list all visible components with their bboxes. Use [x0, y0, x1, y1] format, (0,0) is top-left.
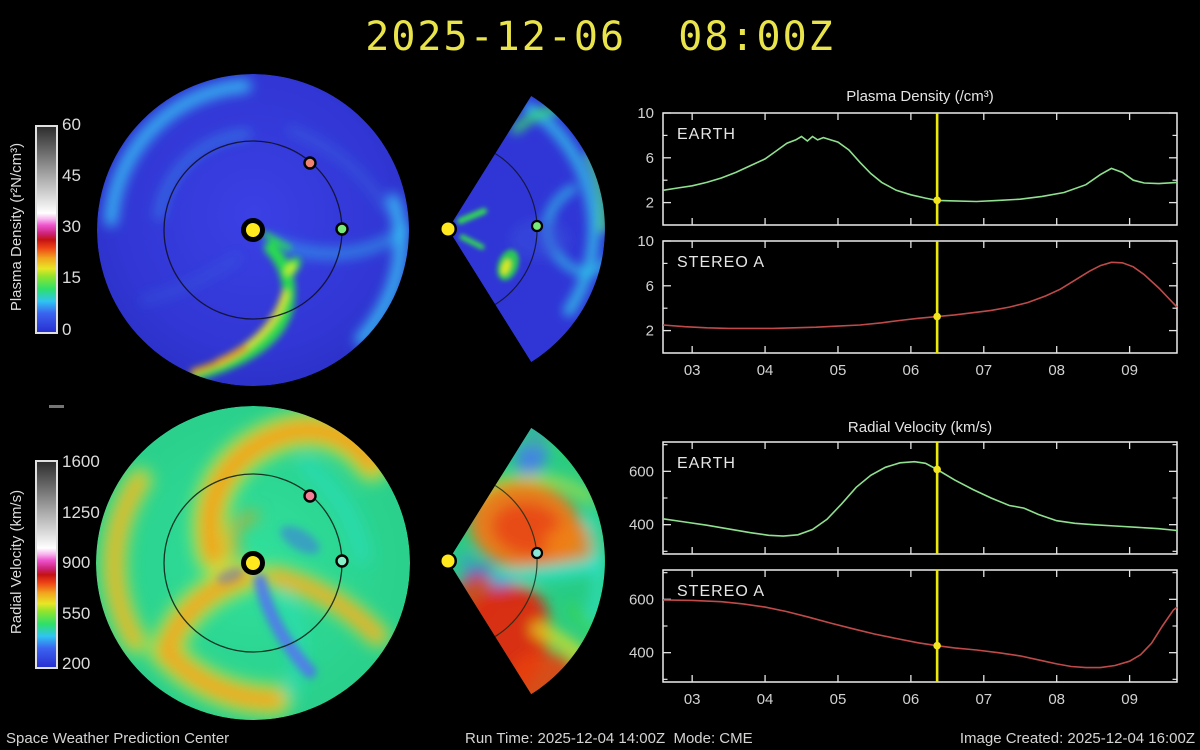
chart-canvas-density-earth: 2 6 10 EARTH [637, 105, 1178, 226]
plot-frame [662, 441, 1178, 555]
series-label: STEREO A [677, 254, 765, 271]
y-tick-label: 400 [629, 517, 654, 534]
series-label: EARTH [677, 126, 736, 143]
series-line [662, 261, 1178, 330]
x-tick-label: 09 [1121, 691, 1138, 704]
current-value-dot [933, 465, 941, 474]
sun-marker [441, 554, 455, 568]
x-tick-label: 05 [830, 691, 847, 704]
velocity-charts-title: Radial Velocity (km/s) [847, 419, 993, 436]
plot-frame [662, 240, 1178, 354]
density-charts-title: Plasma Density (/cm³) [846, 88, 994, 105]
y-tick-label: 600 [629, 591, 654, 608]
x-tick-label: 09 [1121, 362, 1138, 375]
earth-marker [530, 546, 544, 560]
chart-density-stereo-a: 2 6 10 STEREO A 03 04 05 06 07 08 09 [620, 233, 1180, 379]
density-colorbar-tick: 45 [62, 166, 81, 185]
current-value-dot [933, 641, 941, 650]
velocity-colorbar-tick: 1600 [62, 452, 100, 471]
x-tick-label: 08 [1048, 691, 1065, 704]
density-colorbar-tick: 30 [62, 217, 81, 236]
stereo-a-marker [303, 489, 317, 503]
y-tick-label: 400 [629, 645, 654, 662]
x-tick-label: 07 [975, 362, 992, 375]
velocity-colorbar-tick: 900 [62, 553, 91, 572]
earth-marker [335, 554, 349, 568]
velocity-colorbar-tick: 550 [62, 604, 91, 623]
series-label: STEREO A [677, 583, 765, 600]
density-heliosphere-map [97, 74, 409, 386]
x-tick-label: 03 [684, 362, 701, 375]
slow-wind-blue-streaks [216, 526, 320, 678]
timestamp-title: 2025-12-06 08:00Z [365, 14, 835, 60]
chart-density-earth: 2 6 10 EARTH [620, 105, 1180, 247]
x-tick-label: 04 [757, 362, 774, 375]
x-tick-label: 06 [903, 362, 920, 375]
chart-canvas-density-stereo-a: 2 6 10 STEREO A 03 04 05 06 07 08 09 [637, 233, 1178, 379]
series-line [662, 135, 1178, 203]
cme-streak [190, 231, 301, 381]
sun-marker [246, 223, 260, 237]
x-tick-label: 07 [975, 691, 992, 704]
x-tick-label: 08 [1048, 362, 1065, 375]
earth-orbit-arc [494, 484, 538, 638]
footer-image-created: Image Created: 2025-12-04 16:00Z [959, 730, 1195, 747]
density-colorbar-label: Plasma Density (r²N/cm³) [8, 142, 25, 312]
plot-frame [662, 112, 1178, 226]
density-colorbar-gradient [35, 125, 58, 334]
velocity-colorbar-tick: 1250 [62, 503, 100, 522]
y-tick-label: 2 [646, 323, 654, 340]
series-line [662, 599, 1178, 669]
stereo-a-marker [303, 156, 317, 170]
y-tick-label: 600 [629, 463, 654, 480]
stray-dash [49, 405, 64, 408]
y-tick-label: 10 [637, 233, 654, 250]
earth-marker [335, 222, 349, 236]
sun-marker [246, 556, 260, 570]
wedge-cme-jets [457, 208, 519, 281]
series-line [662, 460, 1178, 537]
earth-marker [530, 219, 544, 233]
velocity-heliosphere-map [96, 406, 410, 720]
velocity-meridional-wedge [439, 427, 605, 695]
solar-wind-spirals [104, 79, 409, 346]
sun-marker [441, 222, 455, 236]
fast-wind-spiral-arms [102, 412, 389, 715]
density-meridional-wedge [439, 95, 605, 363]
current-value-dot [933, 312, 941, 321]
chart-canvas-velocity-stereo-a: 400 600 STEREO A 03 04 05 06 07 08 09 [629, 569, 1178, 708]
x-tick-label: 04 [757, 691, 774, 704]
density-colorbar-tick: 15 [62, 268, 81, 287]
x-tick-label: 03 [684, 691, 701, 704]
chart-velocity-stereo-a: 400 600 STEREO A 03 04 05 06 07 08 09 [620, 562, 1180, 708]
chart-velocity-earth: 400 600 EARTH [620, 434, 1180, 576]
current-value-dot [933, 196, 941, 205]
velocity-colorbar-label: Radial Velocity (km/s) [8, 489, 25, 635]
density-colorbar-tick: 60 [62, 115, 81, 134]
velocity-colorbar-gradient [35, 460, 58, 669]
density-colorbar-tick: 0 [62, 320, 72, 339]
series-label: EARTH [677, 455, 736, 472]
footer-run-time: Run Time: 2025-12-04 14:00Z Mode: CME [465, 730, 753, 747]
chart-canvas-velocity-earth: 400 600 EARTH [629, 441, 1178, 555]
y-tick-label: 6 [646, 278, 654, 295]
footer-org-name: Space Weather Prediction Center [6, 730, 230, 747]
y-tick-label: 10 [637, 105, 654, 122]
x-tick-label: 05 [830, 362, 847, 375]
y-tick-label: 6 [646, 150, 654, 167]
y-tick-label: 2 [646, 195, 654, 212]
x-tick-label: 06 [903, 691, 920, 704]
velocity-colorbar-tick: 200 [62, 654, 91, 673]
